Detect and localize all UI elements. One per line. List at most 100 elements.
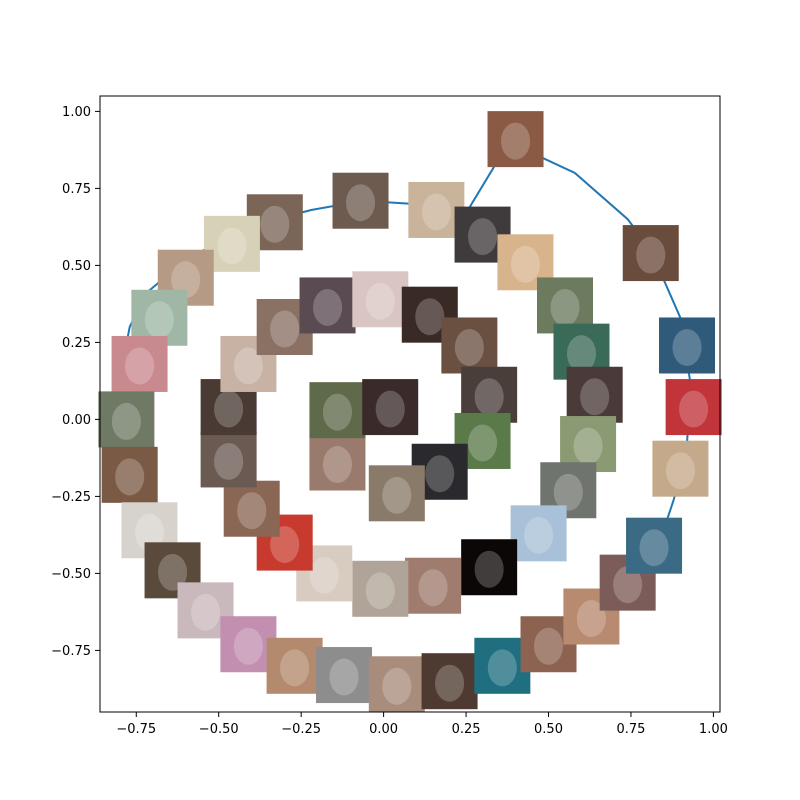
face-shape	[639, 529, 669, 567]
plot-frame	[99, 95, 721, 713]
face-shape	[322, 446, 353, 483]
face-shape	[487, 649, 517, 687]
face-shape	[573, 427, 603, 465]
face-shape	[550, 288, 580, 326]
thumbnail-background	[223, 480, 280, 537]
face-thumbnail	[309, 434, 366, 491]
face-shape	[382, 667, 412, 705]
y-tick-label: 1.00	[62, 105, 91, 120]
face-shape	[580, 378, 610, 416]
thumbnail-background	[200, 431, 257, 488]
face-shape	[454, 329, 484, 366]
thumbnail-background	[421, 653, 478, 710]
face-shape	[679, 390, 709, 428]
thumbnail-background	[309, 434, 366, 491]
face-shape	[270, 310, 300, 348]
x-tick-label: −0.50	[199, 722, 239, 737]
thumbnail-background	[316, 647, 373, 704]
face-shape	[435, 664, 465, 702]
face-shape	[636, 236, 666, 274]
thumbnail-background	[309, 382, 366, 439]
face-thumbnail	[352, 560, 409, 617]
face-shape	[672, 329, 702, 366]
face-shape	[665, 452, 695, 490]
face-thumbnail	[401, 286, 458, 343]
thumbnail-background	[98, 391, 155, 448]
thumbnail-background	[626, 517, 683, 574]
face-thumbnail	[362, 379, 419, 436]
face-shape	[524, 516, 554, 554]
face-thumbnail	[101, 446, 158, 503]
y-tick-label: −0.50	[51, 567, 91, 582]
face-shape	[533, 627, 564, 665]
face-shape	[134, 513, 165, 551]
face-shape	[280, 649, 310, 687]
y-tick-label: −0.75	[51, 644, 91, 659]
y-tick-label: 0.00	[62, 413, 91, 428]
face-shape	[115, 458, 145, 496]
chart-marks	[98, 111, 722, 713]
thumbnail-background	[659, 317, 716, 374]
face-shape	[500, 122, 531, 160]
face-thumbnail	[622, 225, 679, 282]
face-shape	[474, 550, 504, 588]
face-thumbnail	[309, 382, 366, 439]
face-thumbnail	[497, 234, 554, 291]
face-thumbnail	[510, 505, 567, 562]
face-thumbnail	[332, 172, 389, 229]
face-thumbnail	[200, 431, 257, 488]
face-thumbnail	[316, 647, 373, 704]
face-shape	[613, 566, 643, 604]
face-shape	[214, 390, 244, 428]
x-tick-label: 0.50	[534, 722, 563, 737]
face-thumbnail	[299, 277, 356, 334]
thumbnail-background	[461, 539, 518, 596]
face-thumbnail	[461, 539, 518, 596]
face-shape	[260, 205, 290, 243]
face-thumbnail	[111, 335, 168, 392]
face-shape	[365, 572, 395, 610]
face-thumbnail	[566, 366, 623, 423]
x-tick-label: 0.00	[369, 722, 398, 737]
face-shape	[510, 245, 540, 283]
face-shape	[415, 298, 445, 336]
thumbnail-background	[665, 379, 722, 436]
face-thumbnail	[441, 317, 498, 374]
face-thumbnail	[454, 206, 511, 263]
face-shape	[421, 193, 451, 231]
face-thumbnail	[560, 416, 617, 473]
face-thumbnail	[266, 637, 323, 694]
face-shape	[233, 627, 263, 665]
face-shape	[375, 390, 405, 428]
thumbnail-background	[352, 560, 409, 617]
thumbnail-background	[566, 366, 623, 423]
face-thumbnail	[659, 317, 716, 374]
face-shape	[365, 282, 395, 320]
thumbnail-background	[101, 446, 158, 503]
face-shape	[382, 476, 412, 514]
face-thumbnail	[352, 271, 409, 328]
face-shape	[467, 424, 498, 462]
x-tick-label: 0.25	[452, 722, 481, 737]
face-shape	[237, 492, 267, 530]
thumbnail-background	[368, 465, 425, 522]
face-shape	[309, 556, 339, 594]
thumbnail-background	[405, 557, 462, 614]
face-shape	[566, 335, 597, 373]
face-shape	[217, 227, 247, 265]
face-shape	[418, 569, 448, 607]
thumbnail-background	[622, 225, 679, 282]
thumbnail-background	[441, 317, 498, 374]
face-shape	[190, 593, 221, 631]
chart-axes: −0.75 −0.50 −0.25 0.00 0.25 0.50 0.75 1.00 −0.75…	[51, 105, 728, 737]
face-thumbnail	[487, 111, 544, 168]
thumbnail-background	[487, 111, 544, 168]
face-shape	[144, 301, 174, 339]
face-shape	[157, 553, 188, 591]
thumbnail-background	[266, 637, 323, 694]
thumbnail-background	[332, 172, 389, 229]
face-shape	[171, 261, 201, 299]
y-tick-label: 0.75	[62, 182, 91, 197]
face-shape	[214, 442, 244, 480]
